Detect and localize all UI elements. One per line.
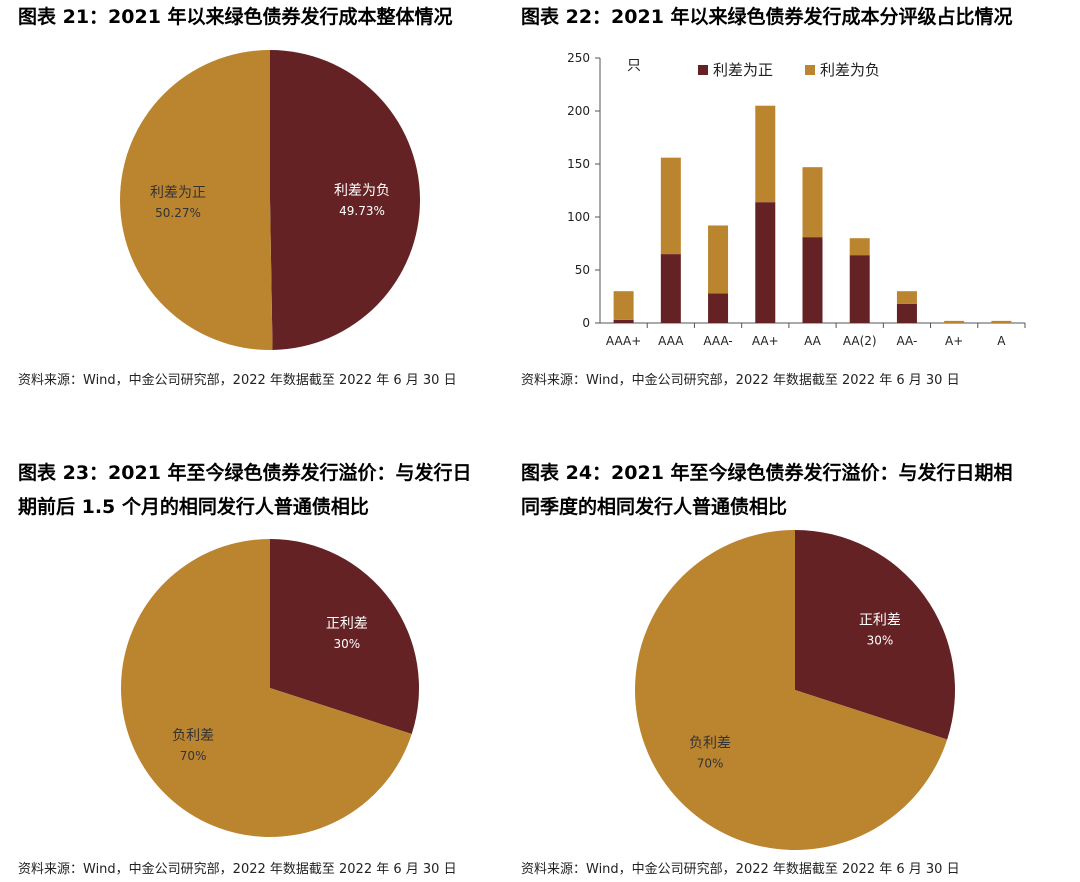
bar-segment [613, 291, 634, 320]
bar-segment [896, 291, 917, 304]
x-tick-label: AA(2) [843, 334, 877, 348]
pie-chart-overall-cost: 利差为负 49.73% 利差为正 50.27% [119, 50, 420, 351]
pie-slice [270, 539, 419, 735]
bar-segment [613, 319, 634, 323]
pie-slice-value-label: 30% [334, 637, 361, 651]
y-tick-label: 250 [567, 51, 590, 65]
bar-segment [802, 237, 823, 323]
x-tick-label: AA [804, 334, 822, 348]
chart-title-line-1: 图表 24：2021 年至今绿色债券发行溢价：与发行日期相 [521, 462, 1013, 484]
pie-slice [635, 530, 948, 850]
y-tick-label: 200 [567, 104, 590, 118]
pie-slice-label: 正利差 [859, 612, 901, 628]
pie-slice-label: 正利差 [326, 616, 368, 632]
x-tick-label: AA+ [752, 334, 779, 348]
chart-title: 图表 22：2021 年以来绿色债券发行成本分评级占比情况 [521, 6, 1013, 28]
bar-segment [849, 255, 870, 323]
pie-slice-value-label: 49.73% [339, 204, 385, 218]
y-tick-label: 0 [582, 316, 590, 330]
source-note: 资料来源：Wind，中金公司研究部，2022 年数据截至 2022 年 6 月 … [521, 862, 960, 877]
pie-slice-value-label: 70% [697, 757, 724, 771]
y-tick-label: 100 [567, 210, 590, 224]
chart-title: 图表 21：2021 年以来绿色债券发行成本整体情况 [18, 6, 453, 28]
bar-segment [991, 320, 1012, 323]
chart-title-line-1: 图表 23：2021 年至今绿色债券发行溢价：与发行日 [18, 462, 472, 484]
pie-chart-premium-1-5-month: 正利差 30% 负利差 70% [121, 539, 419, 837]
source-note: 资料来源：Wind，中金公司研究部，2022 年数据截至 2022 年 6 月 … [18, 373, 457, 388]
pie-slice-label: 利差为负 [334, 183, 390, 199]
pie-slice-label: 负利差 [172, 728, 214, 744]
x-tick-label: AA- [897, 334, 918, 348]
legend-swatch [805, 65, 815, 75]
y-tick-label: 50 [575, 263, 590, 277]
pie-slice-value-label: 30% [867, 633, 894, 647]
x-tick-label: AAA [658, 334, 684, 348]
pie-slice [119, 50, 273, 351]
x-tick-label: A+ [945, 334, 963, 348]
chart-title-line-2: 同季度的相同发行人普通债相比 [521, 496, 788, 518]
pie-slice [121, 539, 412, 837]
pie-slice-label: 负利差 [689, 736, 731, 752]
bar-segment [660, 254, 681, 323]
legend-label: 利差为正 [713, 61, 773, 79]
bar-segment [896, 303, 917, 323]
x-tick-label: AAA- [703, 334, 732, 348]
bar-segment [708, 293, 729, 323]
legend-swatch [698, 65, 708, 75]
y-tick-label: 150 [567, 157, 590, 171]
y-unit-label: 只 [627, 58, 641, 74]
bar-segment [755, 202, 776, 323]
legend-label: 利差为负 [820, 61, 880, 79]
pie-slice [270, 50, 420, 350]
pie-slice-value-label: 50.27% [155, 206, 201, 220]
bar-segment [708, 225, 729, 294]
bar-segment [660, 157, 681, 255]
bar-segment [944, 320, 965, 323]
x-tick-label: AAA+ [606, 334, 641, 348]
pie-slice [795, 530, 955, 740]
pie-chart-premium-same-quarter: 正利差 30% 负利差 70% [635, 530, 955, 850]
pie-slice-value-label: 70% [180, 749, 207, 763]
chart-title-line-2: 期前后 1.5 个月的相同发行人普通债相比 [18, 496, 369, 518]
pie-slice-label: 利差为正 [150, 185, 206, 201]
source-note: 资料来源：Wind，中金公司研究部，2022 年数据截至 2022 年 6 月 … [521, 373, 960, 388]
source-note: 资料来源：Wind，中金公司研究部，2022 年数据截至 2022 年 6 月 … [18, 862, 457, 877]
x-tick-label: A [997, 334, 1006, 348]
bar-segment [802, 167, 823, 238]
bar-segment [755, 105, 776, 203]
bar-segment [849, 238, 870, 256]
